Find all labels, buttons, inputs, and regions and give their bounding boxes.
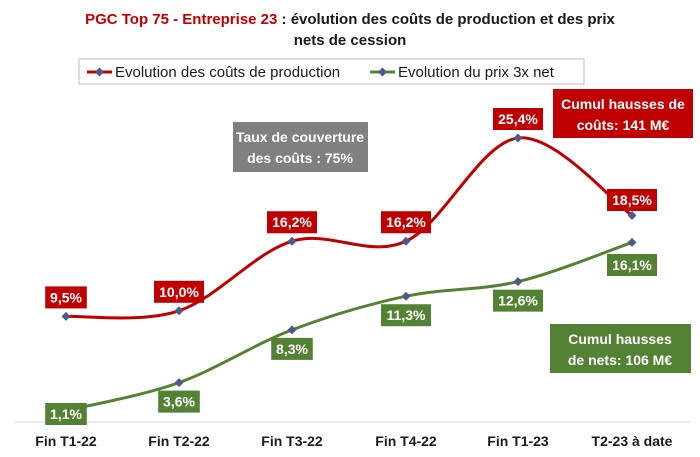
coverage-callout-box: [233, 122, 368, 172]
data-label-cost-4: 25,4%: [493, 108, 543, 131]
data-label-cost-0: 9,5%: [45, 286, 87, 309]
data-label-price-3: 11,3%: [381, 304, 431, 327]
svg-text:1,1%: 1,1%: [50, 406, 82, 422]
x-tick-label-0: Fin T1-22: [35, 433, 97, 449]
svg-text:8,3%: 8,3%: [276, 341, 308, 357]
legend: Evolution des coûts de production Evolut…: [78, 58, 585, 85]
data-label-cost-1: 10,0%: [154, 280, 204, 303]
svg-text:16,2%: 16,2%: [272, 214, 312, 230]
data-point-cost-3: [401, 236, 411, 246]
svg-text:9,5%: 9,5%: [50, 289, 82, 305]
cost-cumul-callout-line1: Cumul hausses de: [561, 96, 685, 112]
data-point-cost-0: [61, 311, 71, 321]
data-point-price-5: [627, 237, 637, 247]
legend-box: [78, 58, 585, 85]
data-point-cost-5: [627, 210, 637, 220]
data-point-price-1: [174, 378, 184, 388]
chart-title-line2: nets de cession: [294, 32, 407, 49]
coverage-callout-line2: des coûts : 75%: [247, 150, 353, 166]
price-cumul-callout-line1: Cumul hausses: [568, 331, 672, 347]
x-tick-label-3: Fin T4-22: [375, 433, 437, 449]
data-label-price-0: 1,1%: [45, 403, 87, 425]
coverage-callout: Taux de couverture des coûts : 75%: [233, 122, 368, 172]
price-cumul-callout: Cumul hausses de nets: 106 M€: [550, 324, 691, 373]
chart-title-accent: PGC Top 75 - Entreprise 23: [85, 11, 277, 28]
data-label-price-4: 12,6%: [493, 289, 543, 312]
data-label-cost-3: 16,2%: [381, 211, 431, 234]
chart-title: PGC Top 75 - Entreprise 23 : évolution d…: [85, 11, 615, 28]
cost-cumul-callout: Cumul hausses de coûts: 141 M€: [553, 89, 693, 138]
data-point-price-4: [513, 277, 523, 287]
data-label-cost-5: 18,5%: [607, 189, 657, 211]
x-tick-label-2: Fin T3-22: [261, 433, 323, 449]
legend-entry-cost: Evolution des coûts de production: [87, 64, 340, 81]
x-tick-label-4: Fin T1-23: [487, 433, 549, 449]
data-point-price-2: [287, 325, 297, 335]
coverage-callout-line1: Taux de couverture: [236, 129, 364, 145]
svg-text:16,1%: 16,1%: [612, 257, 652, 273]
data-label-price-1: 3,6%: [158, 390, 200, 413]
data-label-cost-2: 16,2%: [267, 211, 317, 234]
data-point-cost-1: [174, 306, 184, 316]
series-line-price: [65, 240, 633, 413]
chart-title-rest: : évolution des coûts de production et d…: [277, 11, 615, 28]
price-cumul-callout-line2: de nets: 106 M€: [568, 352, 672, 368]
data-label-price-2: 8,3%: [271, 337, 313, 360]
x-tick-label-5: T2-23 à date: [592, 433, 673, 449]
legend-entry-price: Evolution du prix 3x net: [370, 64, 555, 81]
legend-label-price: Evolution du prix 3x net: [398, 64, 555, 81]
data-point-price-3: [401, 291, 411, 301]
legend-marker-cost: [95, 67, 104, 77]
data-labels-layer: 9,5% 10,0% 16,2% 16,2% 25,4% 18,5% 1,1% 3,6% 8,3…: [45, 108, 657, 425]
cost-cumul-callout-line2: coûts: 141 M€: [577, 117, 670, 133]
x-tick-labels: Fin T1-22 Fin T2-22 Fin T3-22 Fin T4-22 Fin …: [35, 433, 672, 449]
svg-text:18,5%: 18,5%: [612, 192, 652, 208]
data-point-cost-4: [513, 133, 523, 143]
svg-text:16,2%: 16,2%: [386, 214, 426, 230]
x-tick-label-1: Fin T2-22: [148, 433, 210, 449]
svg-text:10,0%: 10,0%: [159, 284, 199, 300]
svg-text:25,4%: 25,4%: [498, 111, 538, 127]
data-label-price-5: 16,1%: [607, 254, 657, 276]
data-point-cost-2: [287, 236, 297, 246]
legend-marker-price: [378, 67, 387, 77]
price-cumul-callout-box: [550, 324, 691, 373]
cost-cumul-callout-box: [553, 89, 693, 138]
legend-label-cost: Evolution des coûts de production: [115, 64, 340, 81]
svg-text:11,3%: 11,3%: [387, 307, 426, 323]
svg-text:12,6%: 12,6%: [498, 293, 538, 309]
svg-text:3,6%: 3,6%: [163, 394, 195, 410]
